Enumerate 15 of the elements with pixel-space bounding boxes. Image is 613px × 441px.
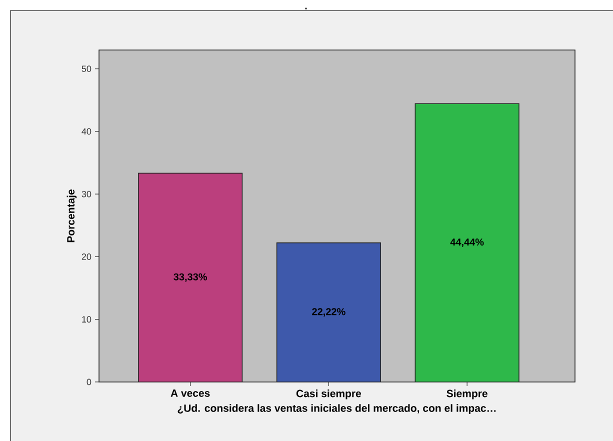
y-tick-label: 50: [82, 66, 92, 72]
x-tick-label: A veces: [170, 390, 210, 397]
y-tick-label: 10: [82, 316, 92, 323]
y-tick-label: 30: [82, 190, 92, 198]
data-label: 44,44%: [450, 238, 484, 248]
x-tick-label: Siempre: [446, 390, 488, 400]
data-label: 33,33%: [174, 273, 208, 282]
y-tick-label: 40: [82, 128, 92, 135]
x-axis-title: ¿Ud. considera las ventas iniciales del mercado, con el impac…: [178, 404, 496, 414]
y-tick-label: 0: [86, 378, 92, 386]
chart-title: .: [305, 8, 307, 10]
y-tick-label: 20: [82, 254, 92, 260]
data-label: 22,22%: [312, 308, 346, 317]
y-axis-title: Porcentaje: [66, 190, 77, 242]
x-tick-label: Casi siempre: [296, 390, 362, 400]
